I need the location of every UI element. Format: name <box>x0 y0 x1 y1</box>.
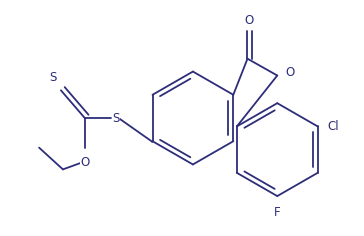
Text: S: S <box>50 72 57 84</box>
Text: O: O <box>245 14 254 27</box>
Text: Cl: Cl <box>328 120 339 133</box>
Text: O: O <box>80 156 90 169</box>
Text: F: F <box>274 206 281 219</box>
Text: S: S <box>112 111 119 125</box>
Text: O: O <box>285 66 294 79</box>
